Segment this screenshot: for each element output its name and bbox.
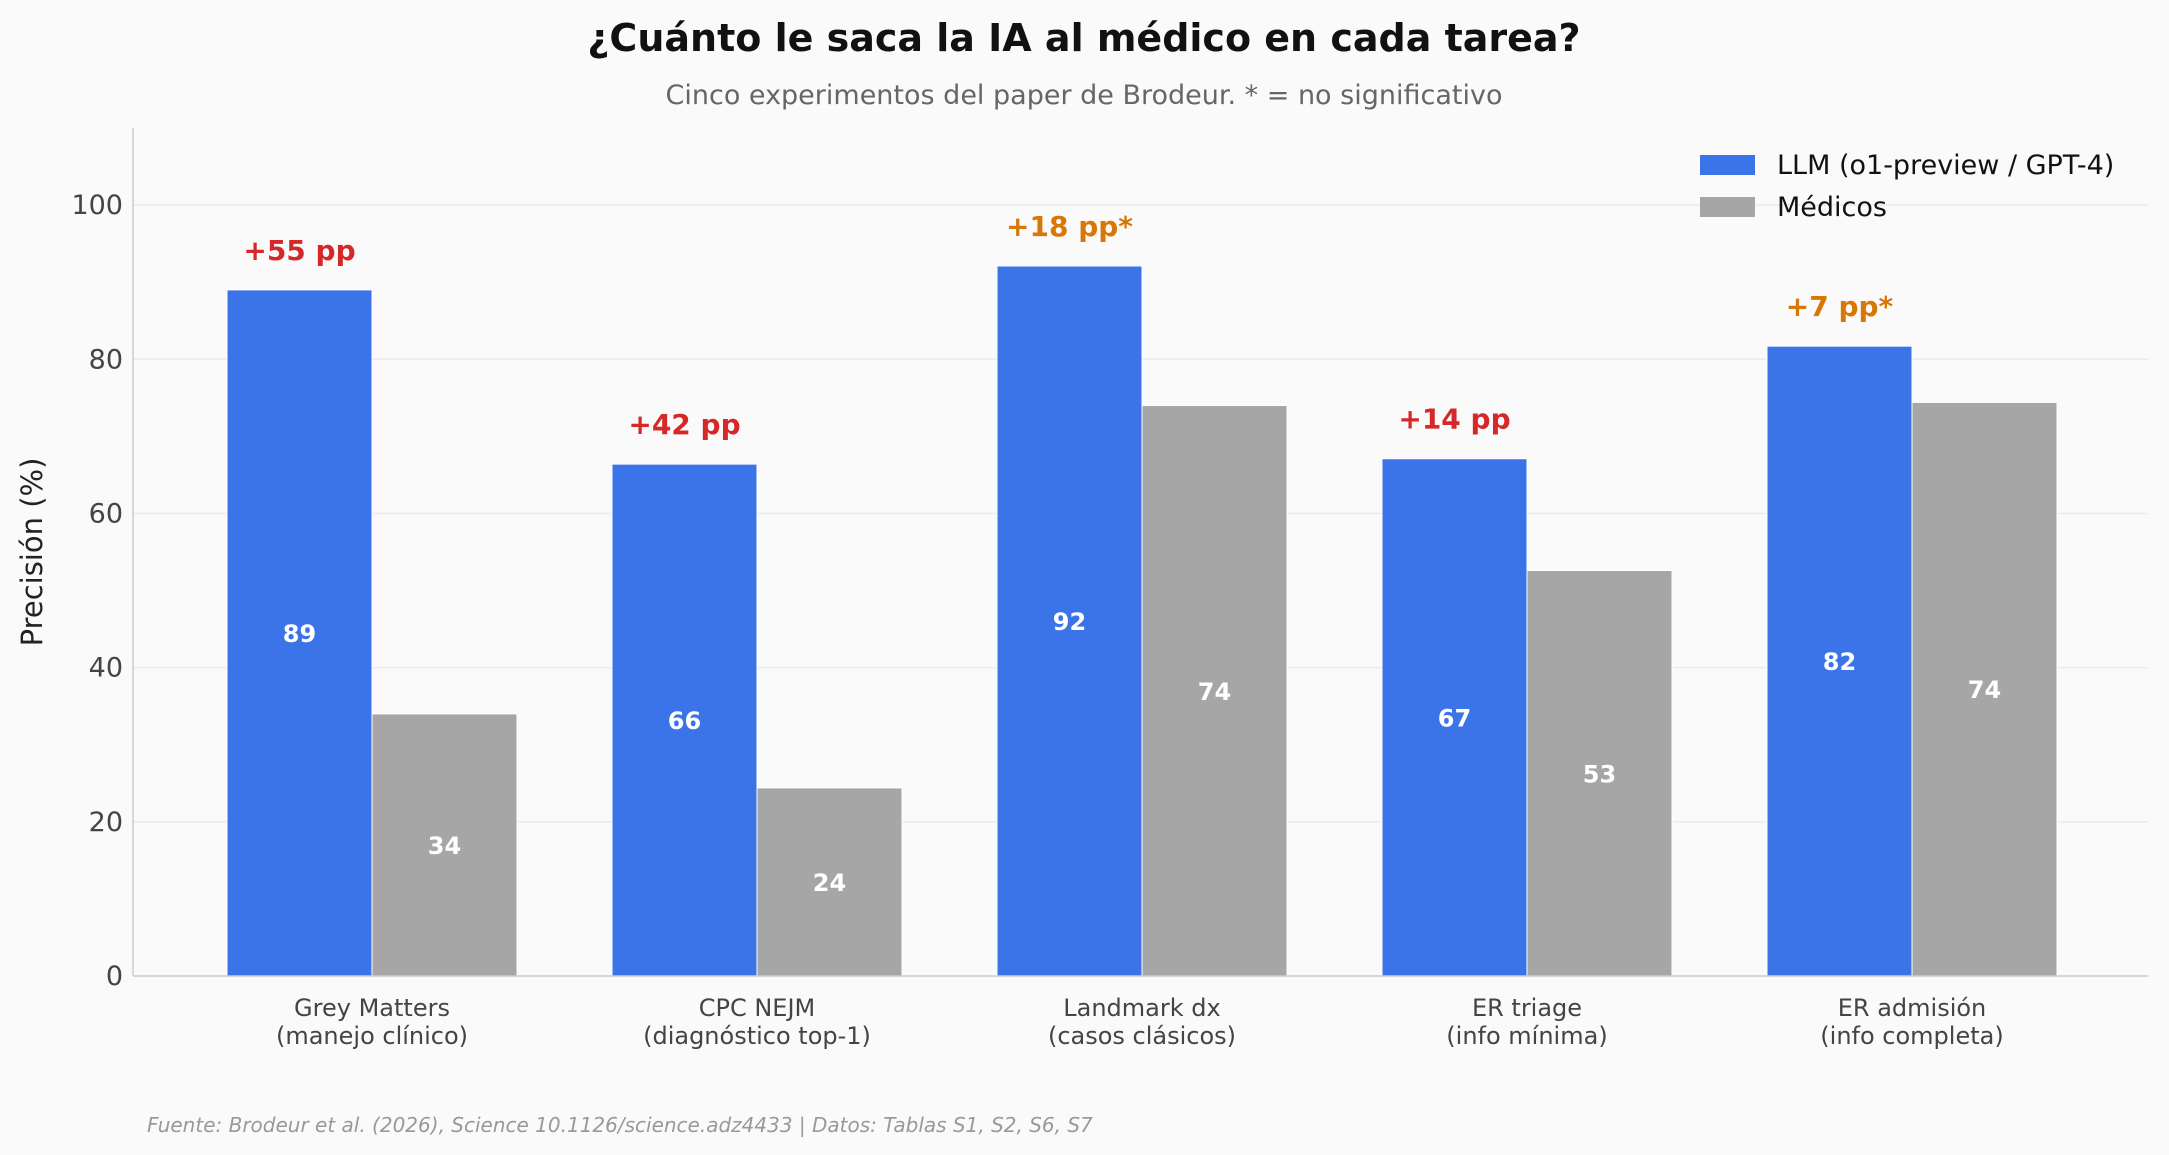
difference-annotation: +42 pp bbox=[628, 408, 740, 441]
x-tick-label-line: (info mínima) bbox=[1446, 1022, 1607, 1050]
bar-medicos bbox=[1911, 401, 2058, 977]
bar-llm bbox=[611, 463, 758, 977]
y-tick-label: 40 bbox=[89, 653, 123, 684]
chart-subtitle: Cinco experimentos del paper de Brodeur.… bbox=[666, 80, 1503, 111]
x-tick-label: Landmark dx (casos clásicos) bbox=[1048, 994, 1236, 1050]
bar-llm bbox=[226, 289, 373, 977]
bar-medicos bbox=[1141, 405, 1288, 977]
difference-annotation: +7 pp* bbox=[1786, 290, 1894, 323]
axes-layer: 0 20 40 60 80 100 Grey Matters (manejo clínico)… bbox=[71, 128, 2148, 1050]
bar-value-label: 53 bbox=[1583, 760, 1616, 788]
y-tick-label: 60 bbox=[89, 498, 123, 529]
x-tick-label-line: CPC NEJM bbox=[699, 994, 816, 1022]
bar-llm bbox=[996, 265, 1143, 977]
x-tick-label: Grey Matters (manejo clínico) bbox=[276, 994, 468, 1050]
y-tick-label: 0 bbox=[106, 961, 123, 992]
y-tick-label: 20 bbox=[89, 807, 123, 838]
y-tick-label: 80 bbox=[89, 344, 123, 375]
y-axis-label: Precisión (%) bbox=[15, 458, 49, 647]
x-tick-label-line: ER admisión bbox=[1838, 994, 1987, 1022]
y-tick-label: 100 bbox=[71, 190, 123, 221]
bar-value-label: 66 bbox=[668, 707, 701, 735]
difference-annotation: +18 pp* bbox=[1006, 210, 1133, 243]
bar-medicos bbox=[371, 713, 518, 977]
x-tick-label: ER admisión (info completa) bbox=[1820, 994, 2003, 1050]
bar-value-label: 74 bbox=[1968, 676, 2001, 704]
x-tick-label-line: (casos clásicos) bbox=[1048, 1022, 1236, 1050]
chart-title: ¿Cuánto le saca la IA al médico en cada … bbox=[587, 16, 1580, 60]
x-tick-label-line: Landmark dx bbox=[1063, 994, 1220, 1022]
x-tick-label-line: ER triage bbox=[1472, 994, 1582, 1022]
legend-swatch bbox=[1700, 155, 1755, 175]
x-tick-label: CPC NEJM (diagnóstico top-1) bbox=[643, 994, 871, 1050]
bar-value-label: 89 bbox=[283, 620, 316, 648]
bar-medicos bbox=[756, 787, 903, 977]
bar-value-label: 82 bbox=[1823, 648, 1856, 676]
source-note: Fuente: Brodeur et al. (2026), Science 1… bbox=[147, 1113, 1093, 1137]
x-tick-label-line: (diagnóstico top-1) bbox=[643, 1022, 871, 1050]
bar-value-label: 74 bbox=[1198, 678, 1231, 706]
legend: LLM (o1-preview / GPT-4) Médicos bbox=[1700, 150, 2114, 223]
legend-swatch bbox=[1700, 197, 1755, 217]
x-tick-label-line: Grey Matters bbox=[294, 994, 450, 1022]
bar-value-label: 92 bbox=[1053, 608, 1086, 636]
bar-medicos bbox=[1526, 570, 1673, 977]
x-tick-label: ER triage (info mínima) bbox=[1446, 994, 1607, 1050]
difference-annotation: +55 pp bbox=[243, 234, 355, 267]
bar-llm bbox=[1381, 458, 1528, 977]
labels-layer: 89 34 +55 pp 66 24 +42 pp 92 74 +18 pp* 67 53 +14 p… bbox=[243, 210, 2001, 897]
bar-value-label: 67 bbox=[1438, 704, 1471, 732]
legend-label: LLM (o1-preview / GPT-4) bbox=[1777, 150, 2114, 181]
x-tick-label-line: (info completa) bbox=[1820, 1022, 2003, 1050]
bar-value-label: 34 bbox=[428, 832, 461, 860]
legend-label: Médicos bbox=[1777, 192, 1887, 223]
bars-layer bbox=[226, 265, 2058, 977]
x-tick-label-line: (manejo clínico) bbox=[276, 1022, 468, 1050]
bar-value-label: 24 bbox=[813, 869, 846, 897]
difference-annotation: +14 pp bbox=[1398, 403, 1510, 436]
